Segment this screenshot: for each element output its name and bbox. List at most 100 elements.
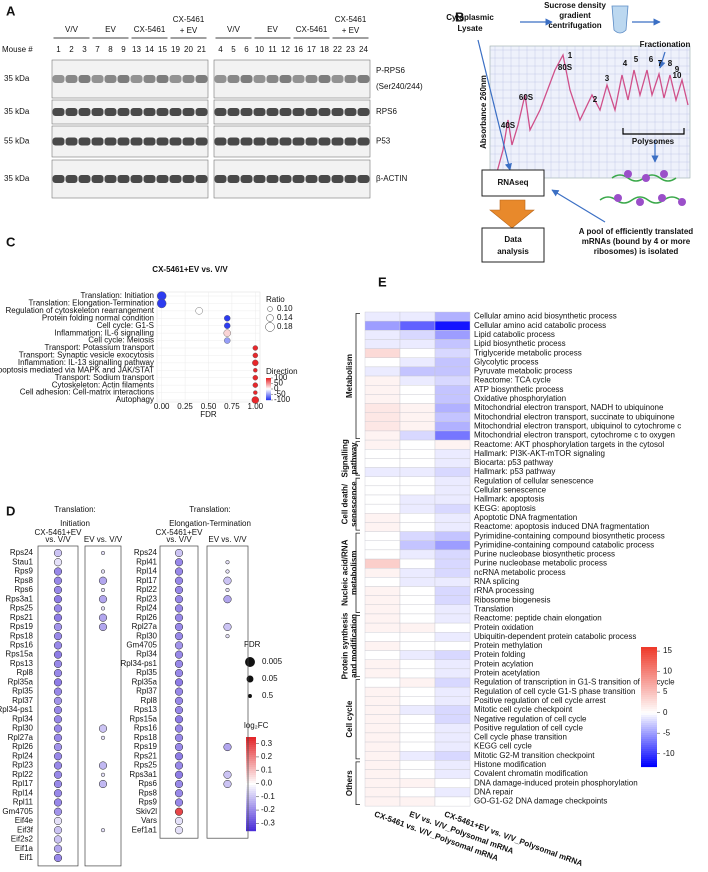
arrow: [477, 39, 512, 171]
step-label: Fractionation: [640, 40, 691, 49]
heat-cell: [364, 696, 401, 706]
gene-label: Rpl14: [12, 788, 33, 797]
blot-frame: [213, 99, 371, 125]
panel-letter: C: [6, 234, 16, 249]
peak-label: 2: [593, 95, 598, 104]
gene-label: Rpl22: [12, 770, 33, 779]
colorbar-cell: [641, 687, 657, 690]
colorbar-cell: [641, 651, 657, 654]
heat-cell: [434, 586, 471, 596]
heat-cell: [434, 558, 471, 569]
panel-letter: B: [455, 9, 464, 24]
chart-title: Initiation: [60, 519, 90, 528]
dot: [98, 761, 108, 770]
lane-number: 9: [121, 45, 126, 54]
group-label: Protein synthesis: [341, 612, 350, 679]
peak-label: 40S: [501, 121, 516, 130]
heat-cell: [399, 586, 436, 596]
colorbar-label: 0.3: [261, 739, 273, 748]
dot: [174, 742, 184, 752]
gene-label: Rpl35a: [8, 677, 34, 686]
heat-cell: [434, 449, 471, 459]
chart-title: Elongation-Termination: [169, 519, 251, 528]
heat-cell: [399, 796, 436, 807]
dot: [53, 567, 63, 576]
heat-cell: [399, 366, 436, 377]
colorbar-cell: [266, 387, 271, 389]
dot: [53, 604, 63, 613]
row-label: Mitotic G2-M transition checkpoint: [474, 751, 595, 760]
lane-number: 4: [218, 45, 223, 54]
heat-cell: [434, 366, 471, 377]
dot: [53, 742, 63, 752]
blot-band: [156, 108, 169, 116]
heat-cell: [364, 787, 401, 798]
row-label: Histone modification: [474, 760, 546, 769]
colorbar-cell: [641, 685, 657, 688]
peak-label: 5: [634, 55, 639, 64]
colorbar-cell: [266, 396, 271, 398]
blot-band: [227, 108, 240, 116]
row-label: Protein methylation: [474, 641, 542, 650]
dot: [174, 678, 184, 687]
ribosome: [614, 194, 622, 202]
colorbar-cell: [641, 715, 657, 718]
row-label: ncRNA metabolic process: [474, 568, 566, 577]
colorbar-label: 0.0: [261, 779, 273, 788]
heat-cell: [399, 577, 436, 587]
heat-cell: [434, 686, 471, 697]
row-label: Cellular amino acid catabolic process: [474, 321, 606, 330]
blot-band: [318, 108, 331, 116]
lane-number: 19: [171, 45, 180, 54]
legend-label: 0.005: [262, 657, 283, 666]
dot: [225, 634, 230, 639]
blot-band: [253, 108, 266, 116]
lane-number: 24: [359, 45, 368, 54]
heat-cell: [364, 668, 401, 679]
row-label: Purine nucleobase metabolic process: [474, 559, 607, 568]
group-label: Cell cycle: [345, 700, 354, 737]
gene-label: Gm4705: [126, 641, 157, 650]
colorbar-cell: [641, 703, 657, 706]
gene-label: Eif1: [19, 853, 33, 862]
polysomes-label: Polysomes: [632, 137, 675, 146]
colorbar-cell: [641, 755, 657, 758]
legend-title: FDR: [244, 640, 261, 649]
heat-cell: [399, 677, 436, 688]
heat-cell: [364, 412, 401, 422]
colorbar-cell: [246, 793, 256, 796]
row-label: Lipid biosynthetic process: [474, 339, 566, 348]
tube-icon: [611, 5, 629, 34]
heat-cell: [434, 778, 471, 789]
heat-cell: [399, 632, 436, 642]
y-tick-label: Autophagy: [116, 395, 154, 404]
blot-band: [195, 175, 208, 183]
heat-cell: [399, 595, 436, 606]
dot: [223, 576, 232, 585]
heat-cell: [364, 622, 401, 633]
heat-cell: [399, 485, 436, 496]
dot: [174, 816, 184, 826]
heat-cell: [399, 394, 436, 404]
lane-number: 1: [56, 45, 61, 54]
blot-band: [344, 75, 357, 83]
heat-cell: [364, 357, 401, 368]
lane-number: 12: [281, 45, 290, 54]
heat-cell: [364, 650, 401, 660]
row-label: Cellular amino acid biosynthetic process: [474, 312, 617, 321]
heat-cell: [434, 632, 471, 642]
group-label: CX-5461: [335, 15, 367, 24]
peak-label: 1: [568, 51, 573, 60]
row-label: Reactome: apoptosis induced DNA fragment…: [474, 522, 649, 531]
row-label: Regulation of transcription in G1-S tran…: [474, 678, 675, 687]
heat-cell: [364, 604, 401, 615]
y-tick-label: Transport: Sodium transport: [55, 373, 155, 382]
row-label: Reactome: peptide chain elongation: [474, 614, 602, 623]
colorbar-cell: [266, 399, 271, 401]
blot-band: [182, 175, 195, 183]
blot-band: [331, 75, 344, 83]
blot-band: [156, 175, 169, 183]
dot: [174, 733, 184, 742]
dot: [174, 604, 184, 613]
